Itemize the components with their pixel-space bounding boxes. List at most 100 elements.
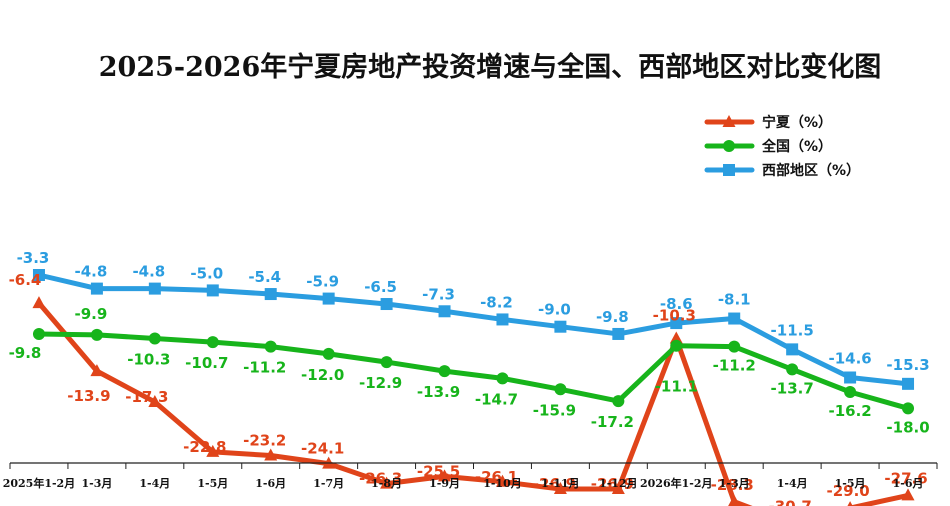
data-label: -5.0 <box>190 264 223 282</box>
data-label: -9.9 <box>75 305 108 323</box>
data-label: -4.8 <box>132 263 165 281</box>
data-label: -8.2 <box>480 293 513 311</box>
data-point <box>206 444 220 457</box>
data-label: -15.3 <box>886 356 929 374</box>
data-point <box>32 327 45 340</box>
data-point <box>728 340 741 353</box>
data-label: -26.1 <box>475 468 518 486</box>
data-point <box>438 469 452 482</box>
legend: 宁夏（%） 全国（%） 西部地区（%） <box>704 114 860 179</box>
data-point <box>670 317 683 330</box>
legend-label: 宁夏（%） <box>762 114 832 131</box>
data-label: -29.0 <box>826 482 869 500</box>
data-label: -3.3 <box>17 249 50 267</box>
data-point <box>264 340 277 353</box>
data-label: -15.9 <box>533 401 576 419</box>
series-line-0 <box>36 300 911 506</box>
legend-marker <box>723 164 735 176</box>
legend-marker <box>722 115 736 127</box>
data-point <box>32 296 46 309</box>
data-point <box>322 347 335 360</box>
legend-marker <box>723 140 735 152</box>
x-tick-label: 1-5月 <box>197 477 228 490</box>
data-point <box>496 372 509 385</box>
data-point <box>844 386 857 399</box>
data-point <box>786 363 799 376</box>
data-point <box>612 395 625 408</box>
x-tick-label: 1-3月 <box>719 477 750 490</box>
data-label: -11.2 <box>243 359 286 377</box>
data-point <box>90 364 104 377</box>
data-point <box>670 339 683 352</box>
data-label: -25.5 <box>417 462 460 480</box>
data-point <box>438 305 451 318</box>
data-point <box>90 282 103 295</box>
x-tick-label: 1-6月 <box>893 477 924 490</box>
x-tick-label: 1-6月 <box>255 477 286 490</box>
data-point <box>728 312 741 325</box>
x-tick-label: 1-5月 <box>835 477 866 490</box>
data-label: -10.3 <box>653 306 696 324</box>
x-tick-label: 1-11月 <box>541 477 580 490</box>
data-point <box>148 282 161 295</box>
x-tick-label: 1-12月 <box>599 477 638 490</box>
data-label: -11.1 <box>655 378 698 396</box>
x-tick-label: 1-3月 <box>81 477 112 490</box>
data-label: -12.0 <box>301 366 344 384</box>
data-labels: -6.4-13.9 -17.3-22.8 -23.2 -24.1-26.3 -25.5-… <box>9 249 930 506</box>
legend-label: 全国（%） <box>761 138 832 155</box>
x-tick-label: 2025年1-2月 <box>3 476 76 490</box>
x-tick-label: 2026年1-2月 <box>640 476 713 490</box>
data-label: -14.6 <box>828 349 871 367</box>
data-point <box>90 328 103 341</box>
data-label: -7.3 <box>422 285 455 303</box>
data-label: -14.7 <box>475 390 518 408</box>
legend-label: 西部地区（%） <box>762 162 860 179</box>
data-point <box>669 331 683 344</box>
x-tick-label: 1-4月 <box>777 477 808 490</box>
data-label: -16.2 <box>828 402 871 420</box>
x-tick-label: 1-10月 <box>483 477 522 490</box>
data-label: -13.7 <box>771 379 814 397</box>
data-label: -4.8 <box>75 263 108 281</box>
data-point <box>322 292 335 305</box>
x-axis-ticks: 2025年1-2月 1-3月 1-4月 1-5月 1-6月 1-7月 1-8月 1-9月 1-1… <box>3 463 938 490</box>
data-label: -11.2 <box>713 357 756 375</box>
data-point <box>611 482 625 495</box>
data-label: -17.2 <box>591 413 634 431</box>
data-label: -28.3 <box>711 476 754 494</box>
data-label: -17.3 <box>125 388 168 406</box>
data-point <box>553 482 567 495</box>
data-label: -10.7 <box>185 354 228 372</box>
data-point <box>902 402 915 415</box>
data-point <box>438 365 451 378</box>
data-point <box>495 474 509 487</box>
data-label: -5.4 <box>248 268 281 286</box>
data-label: -23.2 <box>243 431 286 449</box>
data-point <box>554 383 567 396</box>
data-point <box>901 488 915 501</box>
data-label: -26.9 <box>533 475 576 493</box>
data-point <box>206 284 219 297</box>
data-label: -6.5 <box>364 278 397 296</box>
data-label: -11.5 <box>771 321 814 339</box>
data-point <box>844 371 857 384</box>
data-label: -9.0 <box>538 301 571 319</box>
data-label: -8.1 <box>718 291 751 309</box>
series-lines <box>36 272 911 506</box>
data-label: -5.9 <box>306 273 339 291</box>
data-point <box>206 336 219 349</box>
data-point <box>32 269 45 281</box>
data-label: -10.3 <box>127 350 170 368</box>
data-label: -26.9 <box>591 475 634 493</box>
data-point <box>728 494 741 506</box>
data-label: -27.6 <box>884 469 927 487</box>
data-label: -30.7 <box>769 498 812 506</box>
data-label: -9.8 <box>9 344 42 362</box>
data-point <box>148 332 161 345</box>
data-label: -24.1 <box>301 440 344 458</box>
data-label: -13.9 <box>417 383 460 401</box>
data-point <box>902 377 915 390</box>
data-point <box>496 313 509 326</box>
